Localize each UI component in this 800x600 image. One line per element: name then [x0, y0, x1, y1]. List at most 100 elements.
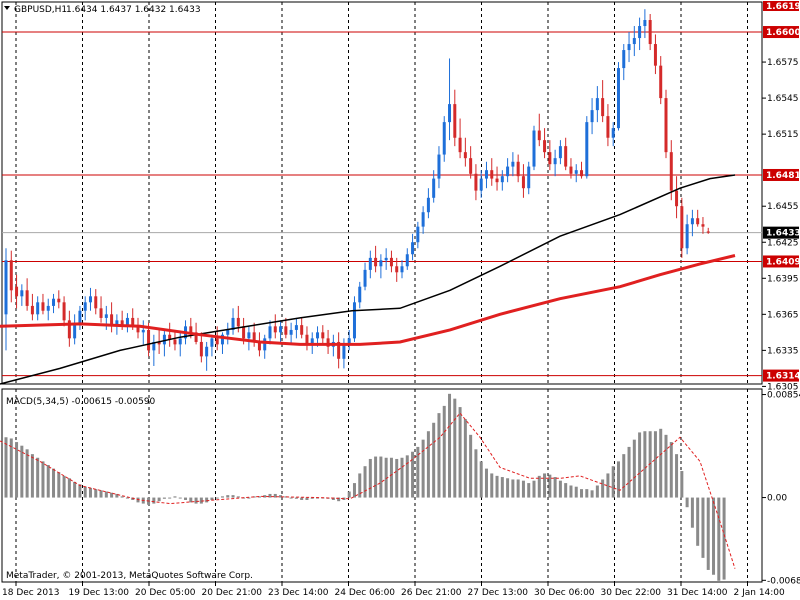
candle-body — [178, 338, 182, 345]
macd-bar — [157, 497, 161, 502]
candle-body — [400, 266, 404, 273]
candle-body — [564, 146, 568, 167]
macd-bar — [680, 471, 684, 498]
candle-body — [352, 302, 356, 339]
macd-bar — [685, 497, 689, 508]
candle-body — [490, 170, 494, 179]
candle-body — [157, 341, 161, 345]
chart-header: GBPUSD,H1 1.6434 1.6437 1.6432 1.6433 — [4, 5, 201, 15]
macd-bar — [205, 497, 209, 503]
candle-body — [110, 314, 114, 327]
candle-body — [632, 38, 636, 45]
macd-bar — [300, 497, 304, 500]
candle-body — [88, 296, 92, 303]
candle-body — [131, 317, 135, 327]
candle-body — [4, 260, 8, 315]
macd-bar — [110, 492, 114, 498]
price-level-label: 1.6481 — [766, 171, 800, 181]
macd-bar — [448, 393, 452, 498]
macd-bar — [316, 497, 320, 499]
macd-bar — [395, 458, 399, 498]
time-tick-label: 20 Dec 05:00 — [135, 588, 196, 598]
macd-bar — [722, 497, 726, 580]
macd-bar — [178, 497, 182, 499]
candle-body — [316, 332, 320, 339]
candle-body — [374, 257, 378, 267]
macd-bar — [580, 489, 584, 498]
macd-bar — [458, 407, 462, 498]
macd-bar — [46, 464, 50, 498]
macd-bar — [257, 496, 261, 498]
time-tick-label: 30 Dec 22:00 — [601, 588, 662, 598]
macd-bar — [463, 419, 467, 498]
price-tick-label: 1.6305 — [767, 382, 799, 392]
macd-bar — [125, 497, 129, 499]
macd-bar — [712, 497, 716, 575]
macd-bar — [131, 497, 135, 500]
macd-bar — [305, 497, 309, 500]
macd-bar — [115, 493, 119, 498]
macd-bar — [194, 497, 198, 504]
candle-body — [405, 254, 409, 267]
candle-body — [104, 314, 108, 318]
candle-body — [83, 302, 87, 311]
macd-bar — [701, 497, 705, 558]
candle-body — [300, 325, 304, 335]
candle-body — [15, 286, 19, 297]
macd-bar — [669, 442, 673, 498]
candle-body — [521, 176, 525, 189]
candle-body — [57, 298, 61, 303]
candle-body — [147, 329, 151, 351]
macd-bar — [236, 496, 240, 498]
macd-bar — [653, 431, 657, 498]
macd-histogram — [4, 393, 726, 581]
candle-body — [231, 317, 235, 330]
macd-bar — [506, 478, 510, 498]
macd-bar — [337, 497, 341, 502]
candle-body — [284, 326, 288, 335]
candle-body — [263, 338, 267, 351]
candle-body — [358, 286, 362, 303]
candle-body — [548, 152, 552, 165]
candle-body — [643, 20, 647, 27]
macd-bar — [279, 495, 283, 498]
candle-body — [67, 320, 71, 339]
macd-signal-line — [0, 412, 736, 569]
candle-body — [20, 290, 24, 297]
price-tick-label: 1.6515 — [767, 130, 799, 140]
candle-body — [537, 130, 541, 141]
price-level-label: 1.6600 — [766, 28, 800, 38]
candle-body — [421, 212, 425, 227]
macd-bar — [15, 442, 19, 498]
candle-body — [479, 178, 483, 191]
candle-body — [659, 65, 663, 99]
candle-body — [453, 104, 457, 138]
macd-bar — [99, 490, 103, 498]
candle-body — [595, 98, 599, 111]
candle-body — [590, 110, 594, 123]
macd-bar — [405, 455, 409, 498]
candle-body — [36, 302, 40, 315]
candle-body — [442, 122, 446, 155]
candle-body — [379, 260, 383, 267]
candle-body — [685, 224, 689, 249]
candle-body — [273, 326, 277, 333]
macd-bar — [57, 472, 61, 498]
macd-bar — [273, 493, 277, 498]
macd-bar — [25, 449, 29, 498]
chart-menu-triangle-icon[interactable] — [4, 6, 10, 10]
ma-fast-line — [0, 174, 736, 385]
macd-bar — [717, 497, 721, 581]
candle-body — [347, 338, 351, 345]
candle-body — [236, 317, 240, 327]
macd-bar — [595, 485, 599, 498]
moving-averages — [0, 174, 736, 385]
macd-bar — [706, 497, 710, 570]
macd-bar — [432, 422, 436, 498]
candle-body — [585, 122, 589, 177]
candle-body — [199, 341, 203, 357]
time-tick-label: 18 Dec 2013 — [2, 588, 60, 598]
candle-body — [226, 329, 230, 335]
